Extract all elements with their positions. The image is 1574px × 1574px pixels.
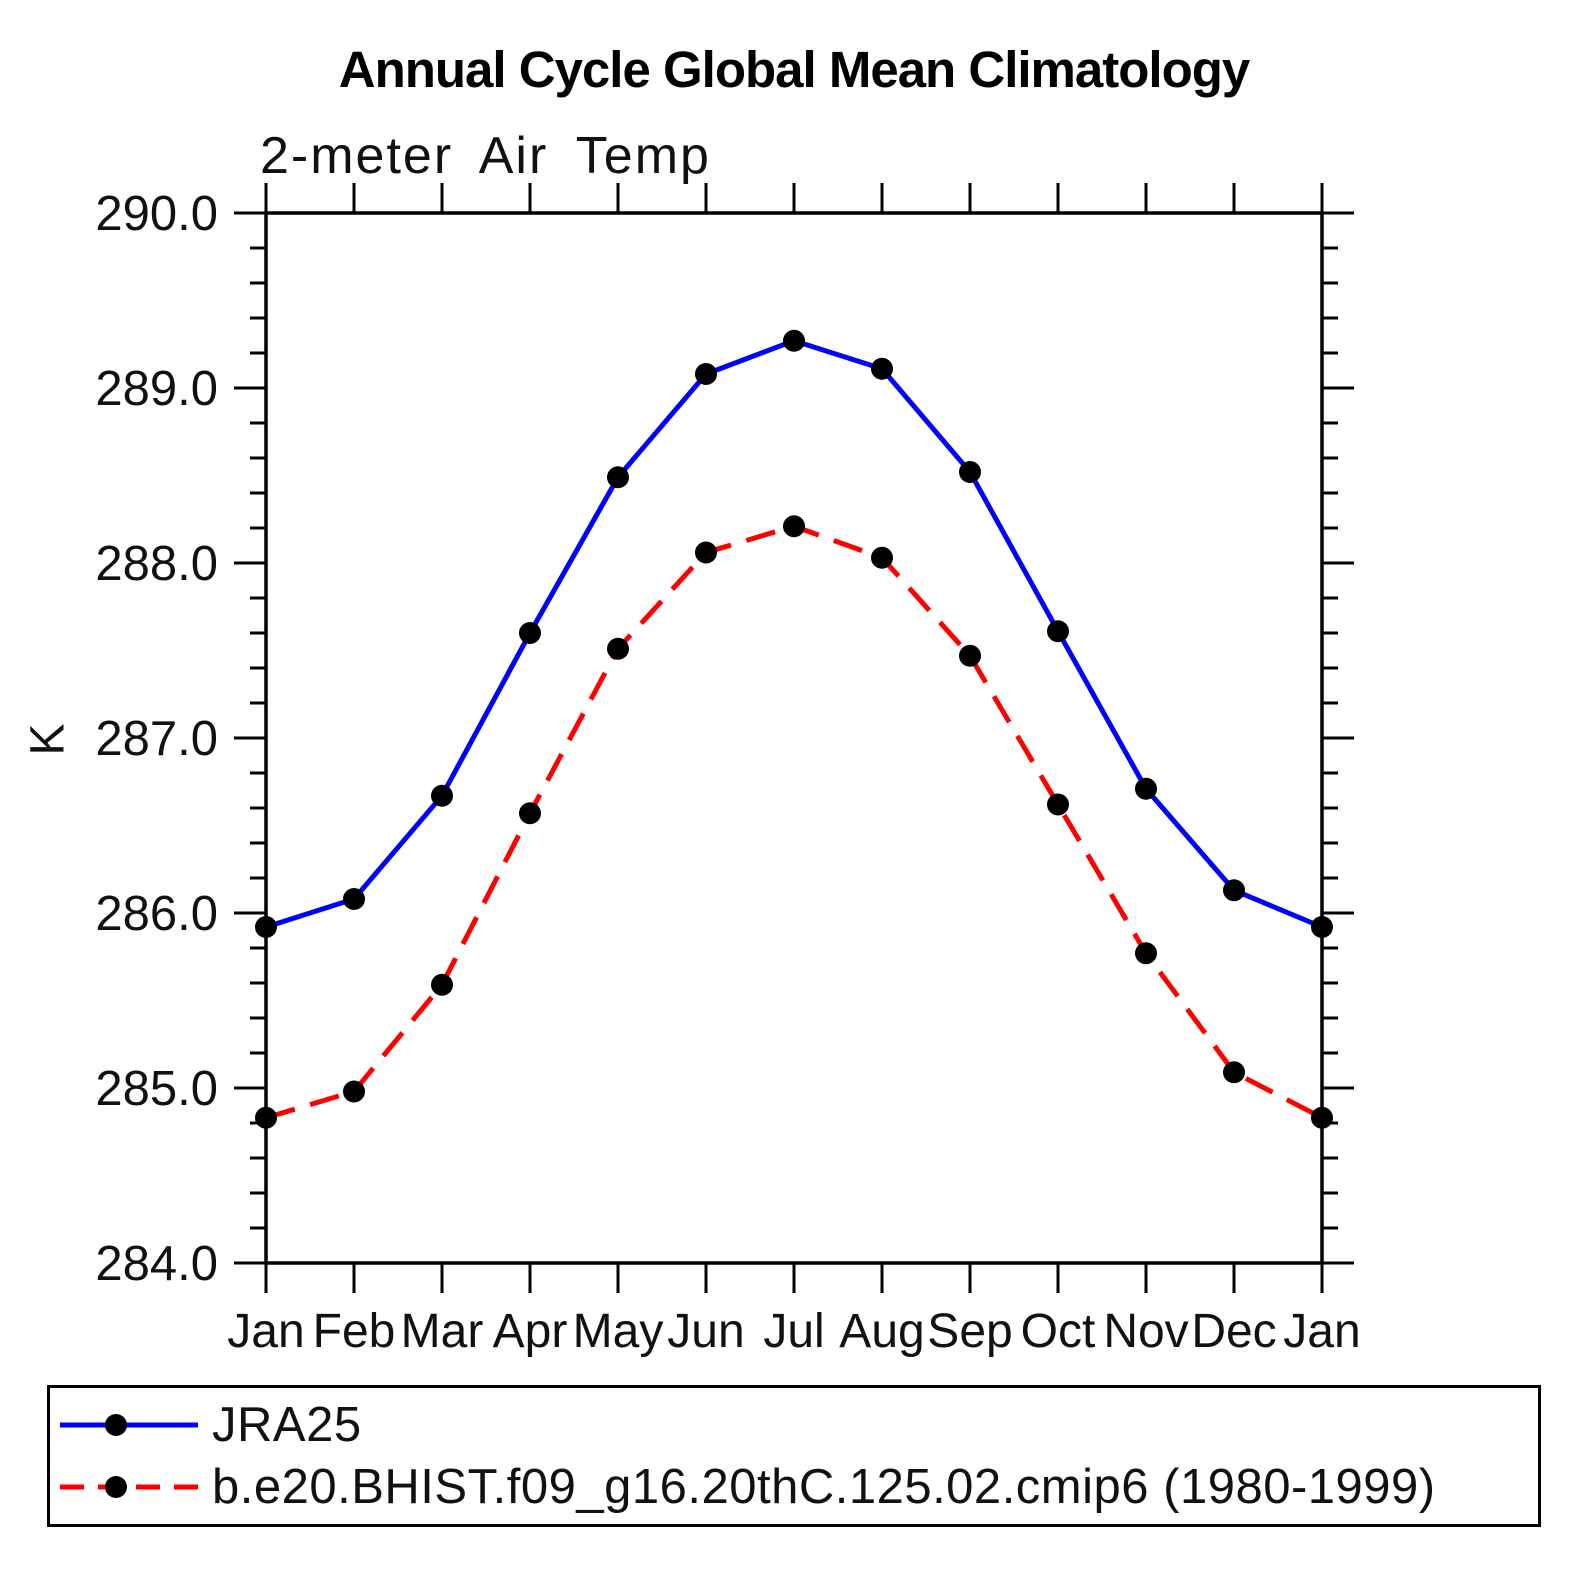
x-tick-label: Aug	[839, 1305, 924, 1358]
x-tick-label: Sep	[927, 1305, 1012, 1358]
legend-entry-model: b.e20.BHIST.f09_g16.20thC.125.02.cmip6 (…	[58, 1459, 1538, 1515]
legend-marker-sample	[105, 1475, 127, 1498]
legend-entry-jra25: JRA25	[58, 1397, 1538, 1453]
data-point-model-mar-2	[431, 973, 453, 996]
y-tick-label: 287.0	[95, 712, 218, 766]
legend-marker-sample	[105, 1414, 127, 1437]
data-point-model-oct-9	[1047, 793, 1069, 816]
legend-label-model: b.e20.BHIST.f09_g16.20thC.125.02.cmip6 (…	[212, 1459, 1436, 1514]
x-tick-label: Apr	[493, 1305, 568, 1358]
y-tick-label: 288.0	[95, 537, 218, 591]
data-point-model-dec-11	[1223, 1061, 1245, 1084]
data-point-jra25-jan-12	[1311, 916, 1333, 938]
legend-sample-model	[60, 1475, 198, 1498]
data-point-model-jun-5	[695, 541, 717, 564]
y-tick-label: 284.0	[95, 1237, 218, 1291]
data-point-jra25-jan-0	[255, 916, 277, 938]
data-point-jra25-aug-7	[871, 357, 893, 380]
data-point-model-jan-12	[1311, 1106, 1333, 1129]
data-point-jra25-feb-1	[343, 888, 365, 910]
data-point-jra25-sep-8	[959, 461, 981, 483]
x-tick-label: Dec	[1191, 1305, 1276, 1358]
data-point-model-feb-1	[343, 1080, 365, 1103]
data-point-model-sep-8	[959, 644, 981, 667]
data-point-jra25-nov-10	[1135, 777, 1157, 800]
data-point-jra25-jul-6	[783, 329, 805, 352]
data-point-model-apr-3	[519, 802, 541, 825]
data-point-model-jan-0	[255, 1106, 277, 1129]
legend-box: JRA25 b.e20.BHIST.f09_g16.20thC.125.02.c…	[47, 1385, 1541, 1527]
x-tick-label: Jul	[763, 1305, 824, 1358]
y-tick-label: 290.0	[95, 187, 218, 241]
data-point-jra25-may-4	[607, 466, 629, 489]
data-point-jra25-dec-11	[1223, 879, 1245, 902]
x-tick-label: Jun	[667, 1305, 744, 1358]
chart-title: Annual Cycle Global Mean Climatology	[338, 41, 1251, 98]
chart-subtitle: 2-meter Air Temp	[260, 127, 711, 185]
x-tick-label: Nov	[1103, 1305, 1188, 1358]
data-point-jra25-oct-9	[1047, 620, 1069, 643]
data-point-model-may-4	[607, 637, 629, 660]
x-tick-label: Mar	[401, 1305, 484, 1358]
legend-sample-jra25	[60, 1414, 198, 1437]
data-point-jra25-jun-5	[695, 363, 717, 385]
data-point-model-aug-7	[871, 546, 893, 569]
x-tick-label: May	[573, 1305, 664, 1358]
legend-label-jra25: JRA25	[212, 1398, 362, 1453]
x-tick-label: Oct	[1021, 1305, 1096, 1358]
y-tick-label: 286.0	[95, 887, 218, 941]
x-tick-label: Jan	[1283, 1305, 1360, 1358]
data-point-model-nov-10	[1135, 942, 1157, 965]
series-line-jra25	[265, 338, 1323, 930]
y-tick-label: 285.0	[95, 1062, 218, 1116]
x-tick-label: Feb	[313, 1305, 396, 1358]
data-point-model-jul-6	[783, 515, 805, 538]
data-point-jra25-apr-3	[519, 622, 541, 644]
series-line-model	[265, 523, 1324, 1121]
y-tick-label: 289.0	[95, 362, 218, 416]
data-point-jra25-mar-2	[431, 784, 453, 807]
x-tick-label: Jan	[227, 1305, 304, 1358]
plot-frame	[264, 211, 1324, 1265]
